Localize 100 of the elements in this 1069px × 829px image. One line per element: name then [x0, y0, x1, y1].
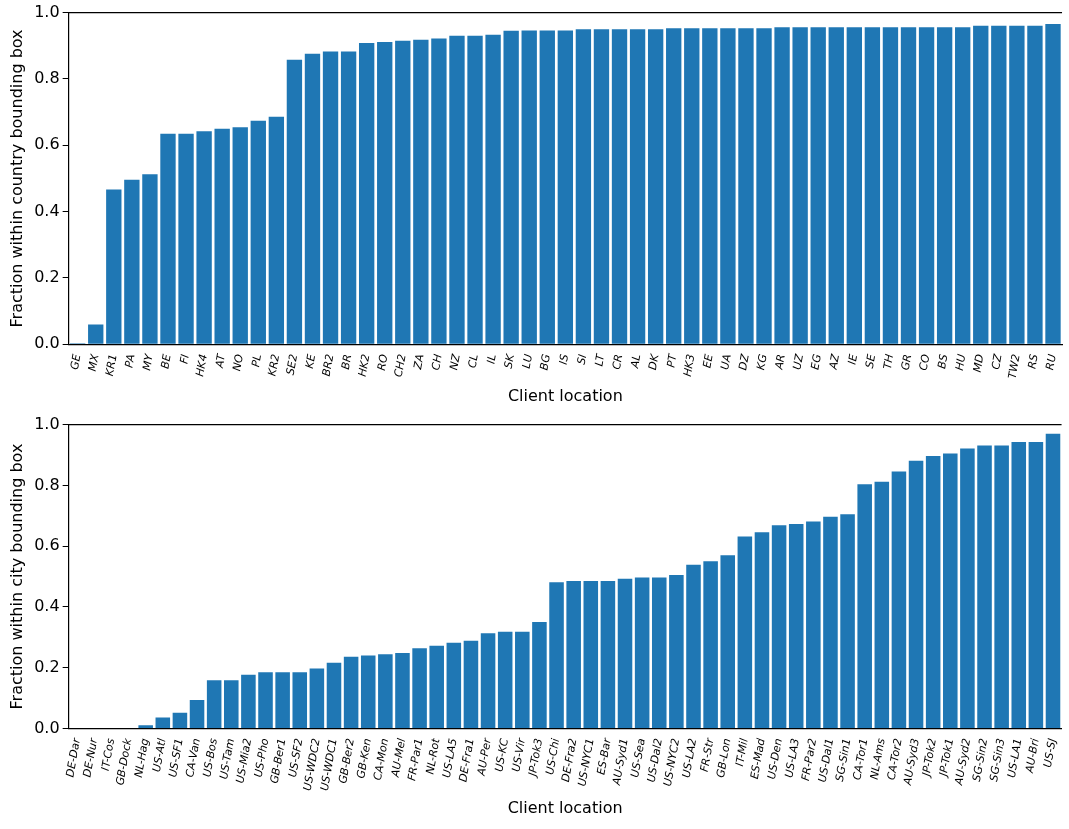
bar: [1011, 441, 1027, 728]
x-tick-label: JP-Tok2: [919, 737, 939, 779]
x-tick-label: MY: [140, 351, 156, 372]
x-tick-label: IS: [556, 353, 572, 366]
x-tick-label: RU: [1043, 353, 1059, 371]
x-tick-label: SE2: [283, 353, 301, 377]
bar: [258, 672, 273, 728]
bar: [549, 582, 564, 728]
x-tick-label: LT: [592, 351, 608, 368]
x-tick-label: AU-Bri: [1022, 737, 1042, 775]
x-tick-label: US-Chi: [543, 737, 563, 776]
bar: [857, 484, 872, 728]
x-tick-label: CO: [916, 352, 933, 372]
x-tick-label: US-Mia2: [233, 737, 255, 785]
bar: [828, 27, 844, 344]
x-tick-label: KR1: [102, 353, 120, 377]
x-tick-label: UA: [718, 353, 734, 371]
x-tick-label: GE: [67, 353, 84, 371]
bar: [874, 481, 890, 728]
bar: [340, 51, 357, 344]
bar: [774, 27, 790, 344]
bar: [467, 35, 483, 344]
y-tick-label: 1.0: [34, 1, 60, 21]
x-tick-label: LU: [519, 353, 535, 370]
bar: [497, 631, 513, 728]
bar: [515, 631, 530, 728]
bar: [275, 672, 290, 728]
bar: [155, 717, 171, 728]
bar: [617, 578, 633, 728]
bar: [810, 27, 826, 344]
bar: [960, 448, 975, 728]
x-tick-label: IE: [845, 353, 861, 366]
bar: [138, 725, 153, 728]
bar: [943, 453, 958, 728]
bar: [1045, 23, 1061, 344]
bar: [702, 28, 718, 344]
bar: [864, 27, 881, 344]
bar: [106, 189, 122, 344]
bar: [629, 29, 646, 344]
x-tick-label: US-LA2: [679, 737, 700, 779]
bar: [378, 654, 393, 728]
x-tick-label: HU: [952, 353, 969, 372]
bar: [214, 128, 230, 344]
bar: [250, 120, 266, 344]
bar: [196, 131, 212, 344]
bar: [322, 51, 339, 344]
bar: [925, 455, 941, 728]
x-tick-label: DK: [645, 352, 662, 371]
bar: [823, 516, 838, 728]
bar: [88, 324, 104, 344]
bar: [431, 38, 447, 344]
bar: [684, 28, 700, 344]
bar: [172, 712, 188, 728]
x-tick-label: NO: [230, 352, 247, 373]
x-tick-label: PA: [122, 353, 138, 369]
bar: [292, 672, 308, 728]
x-tick-label: HK4: [193, 353, 210, 378]
x-axis-title: Client location: [507, 797, 623, 817]
x-tick-label: GR: [898, 353, 915, 372]
x-tick-label: MD: [970, 353, 987, 374]
y-tick-label: 0.4: [34, 596, 60, 616]
x-tick-label: SI: [574, 353, 590, 366]
y-tick-label: 0.2: [34, 656, 60, 676]
y-tick-label: 0.4: [34, 200, 60, 220]
bar: [412, 648, 427, 728]
bar: [593, 29, 610, 344]
bar: [651, 577, 667, 728]
x-tick-label: US-NYC1: [575, 737, 597, 788]
bar: [413, 39, 429, 344]
x-tick-label: BS: [935, 353, 951, 370]
bar: [395, 40, 411, 344]
bar: [377, 42, 393, 344]
bar: [973, 25, 989, 344]
x-tick-label: CA-Van: [183, 737, 203, 779]
bar: [994, 445, 1009, 728]
y-tick-label: 0.0: [34, 717, 60, 737]
x-tick-label: AT: [212, 351, 229, 370]
y-tick-label: 0.8: [34, 68, 60, 88]
bar: [840, 514, 855, 728]
bar: [360, 655, 376, 728]
x-tick-label: CH2: [391, 353, 409, 379]
bar: [908, 460, 924, 728]
bar: [611, 29, 628, 344]
bar: [738, 28, 754, 344]
x-tick-label: ZA: [411, 353, 427, 372]
x-tick-label: AL: [628, 353, 644, 370]
bar: [686, 564, 701, 728]
x-tick-label: EG: [808, 353, 824, 371]
x-tick-label: BR2: [319, 353, 337, 378]
x-tick-label: CL: [465, 353, 481, 370]
bar: [1027, 25, 1043, 344]
bar: [991, 25, 1007, 344]
x-tick-label: US-SJ: [1040, 737, 1059, 769]
bar: [532, 622, 547, 728]
bar: [955, 27, 971, 344]
x-tick-label: TH: [880, 353, 897, 371]
bar: [882, 27, 899, 344]
bar: [463, 640, 479, 728]
x-tick-label: CR: [609, 353, 626, 371]
bar: [792, 27, 808, 344]
